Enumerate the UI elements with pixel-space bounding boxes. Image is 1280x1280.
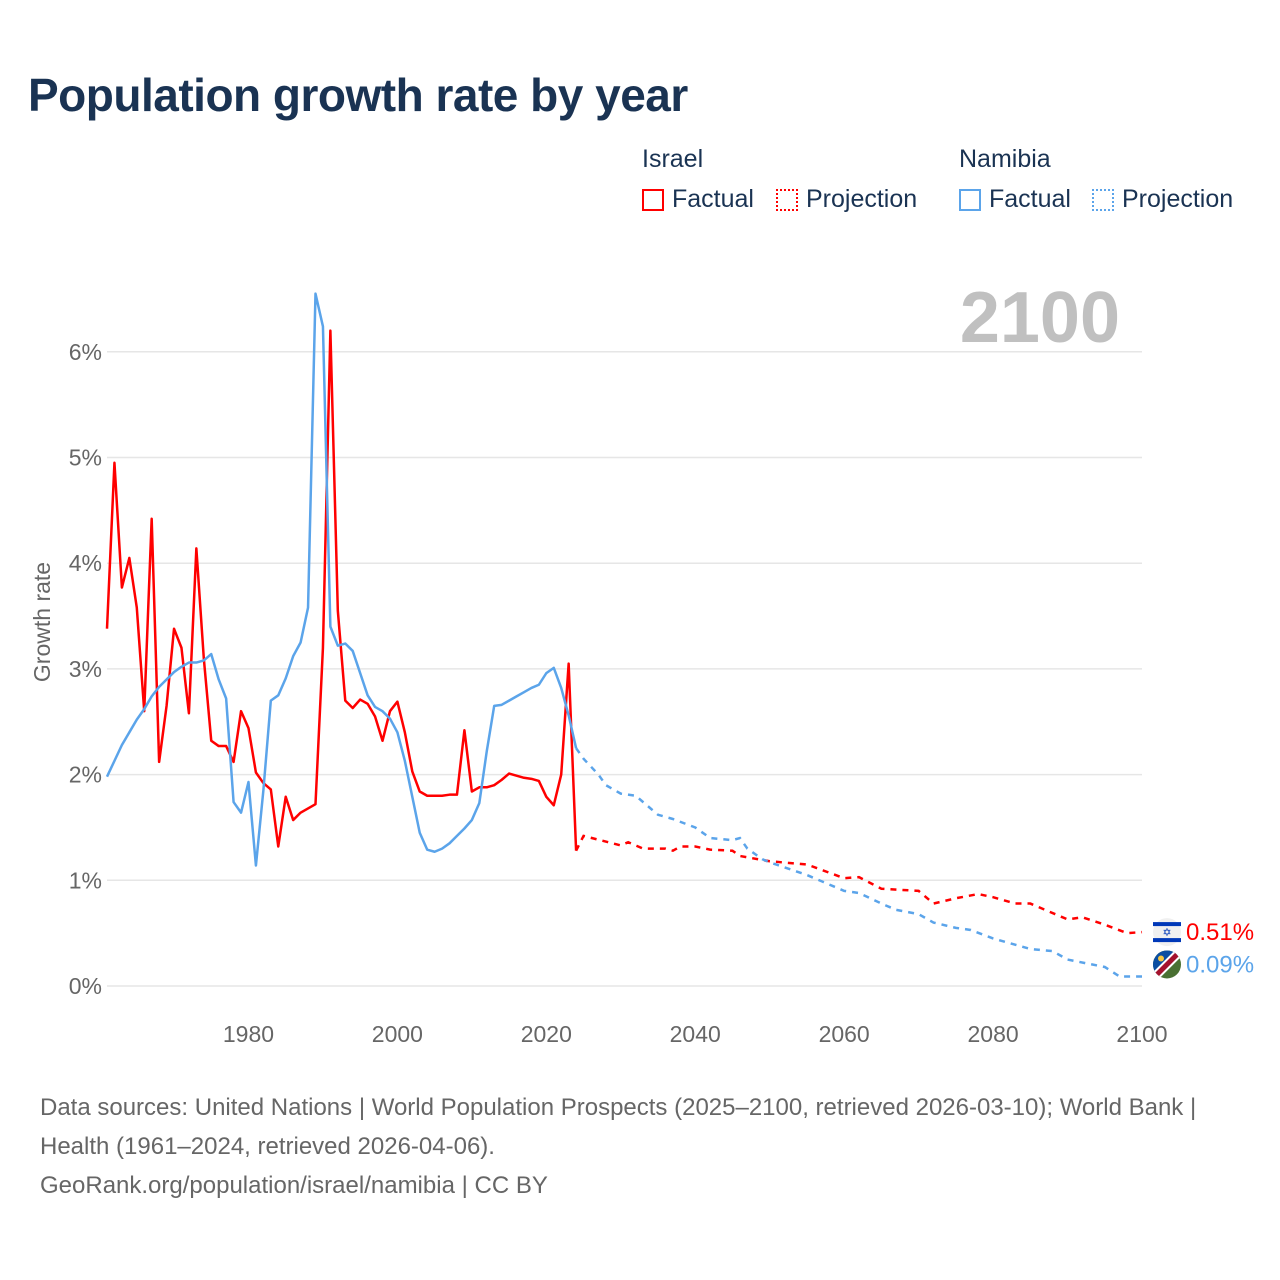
y-tick-label: 1% bbox=[69, 867, 102, 893]
series-namibia-projection bbox=[575, 747, 1142, 978]
flag-stripe bbox=[1153, 922, 1181, 927]
series-israel-factual bbox=[105, 329, 578, 851]
credit-link[interactable]: GeoRank.org/population/israel/namibia | … bbox=[40, 1172, 548, 1199]
legend-label: Projection bbox=[1122, 185, 1234, 213]
y-tick-label: 6% bbox=[69, 339, 102, 365]
flag-israel-icon: ✡ bbox=[1153, 918, 1181, 947]
x-tick-label: 1980 bbox=[223, 1021, 274, 1047]
footer: Data sources: United Nations | World Pop… bbox=[40, 1088, 1240, 1205]
legend-swatch-dotted-red bbox=[776, 188, 798, 211]
legend-label: Factual bbox=[989, 185, 1071, 213]
data-sources: Data sources: United Nations | World Pop… bbox=[40, 1094, 1197, 1160]
series-israel-projection bbox=[574, 834, 1143, 935]
chart-title: Population growth rate by year bbox=[28, 69, 688, 121]
flag-stripe bbox=[1153, 938, 1181, 943]
legend-group-namibia: Namibia bbox=[959, 145, 1051, 173]
legend-label: Factual bbox=[672, 185, 754, 213]
year-label: 2100 bbox=[960, 278, 1120, 358]
legend-swatch-solid-blue bbox=[959, 188, 981, 211]
x-tick-label: 2080 bbox=[967, 1021, 1018, 1047]
y-tick-label: 0% bbox=[69, 973, 102, 999]
end-label-israel: 0.51% bbox=[1186, 919, 1254, 946]
y-tick-label: 4% bbox=[69, 550, 102, 576]
series-namibia-factual bbox=[105, 292, 578, 867]
x-tick-label: 2000 bbox=[372, 1021, 423, 1047]
x-tick-label: 2040 bbox=[670, 1021, 721, 1047]
y-tick-label: 2% bbox=[69, 762, 102, 788]
legend-label: Projection bbox=[806, 185, 918, 213]
flag-namibia-icon bbox=[1153, 950, 1181, 979]
x-tick-label: 2060 bbox=[819, 1021, 870, 1047]
legend-israel-factual[interactable]: Factual bbox=[642, 185, 754, 214]
end-label-namibia: 0.09% bbox=[1186, 951, 1254, 978]
flag-sun bbox=[1158, 955, 1164, 962]
legend-swatch-dotted-blue bbox=[1092, 188, 1114, 211]
line-chart: 0% 1% 2% 3% 4% 5% 6% 1980 2000 2020 2040 2060 2080 21… bbox=[29, 278, 1254, 1047]
legend-swatch-solid-red bbox=[642, 188, 664, 211]
flag-body bbox=[1153, 950, 1181, 979]
x-tick-label: 2020 bbox=[521, 1021, 572, 1047]
legend-namibia-projection[interactable]: Projection bbox=[1092, 185, 1233, 214]
y-tick-label: 5% bbox=[69, 445, 102, 471]
legend-israel-projection[interactable]: Projection bbox=[776, 185, 917, 214]
legend-group-israel: Israel bbox=[642, 145, 704, 173]
y-tick-label: 3% bbox=[69, 656, 102, 682]
y-axis-label: Growth rate bbox=[29, 562, 55, 682]
x-tick-label: 2100 bbox=[1116, 1021, 1167, 1047]
legend-namibia-factual[interactable]: Factual bbox=[959, 185, 1071, 214]
star-of-david: ✡ bbox=[1162, 927, 1171, 939]
